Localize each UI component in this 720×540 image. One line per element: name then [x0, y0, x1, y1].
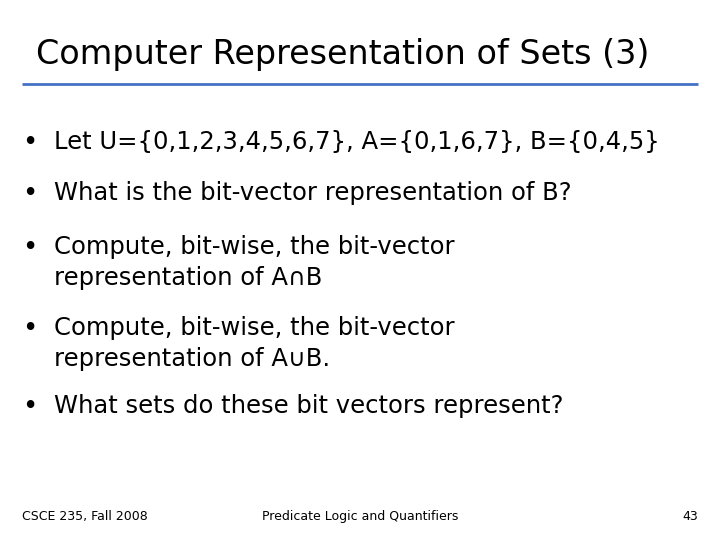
Text: •: •: [22, 394, 38, 420]
Text: •: •: [22, 181, 38, 207]
Text: Let U={0,1,2,3,4,5,6,7}, A={0,1,6,7}, B={0,4,5}: Let U={0,1,2,3,4,5,6,7}, A={0,1,6,7}, B=…: [54, 130, 660, 153]
Text: 43: 43: [683, 510, 698, 523]
Text: Predicate Logic and Quantifiers: Predicate Logic and Quantifiers: [262, 510, 458, 523]
Text: Compute, bit-wise, the bit-vector
representation of A∪B.: Compute, bit-wise, the bit-vector repres…: [54, 316, 454, 370]
Text: •: •: [22, 316, 38, 342]
Text: What is the bit-vector representation of B?: What is the bit-vector representation of…: [54, 181, 572, 205]
Text: CSCE 235, Fall 2008: CSCE 235, Fall 2008: [22, 510, 148, 523]
Text: •: •: [22, 130, 38, 156]
Text: •: •: [22, 235, 38, 261]
Text: Compute, bit-wise, the bit-vector
representation of A∩B: Compute, bit-wise, the bit-vector repres…: [54, 235, 454, 289]
Text: What sets do these bit vectors represent?: What sets do these bit vectors represent…: [54, 394, 564, 418]
Text: Computer Representation of Sets (3): Computer Representation of Sets (3): [36, 38, 649, 71]
